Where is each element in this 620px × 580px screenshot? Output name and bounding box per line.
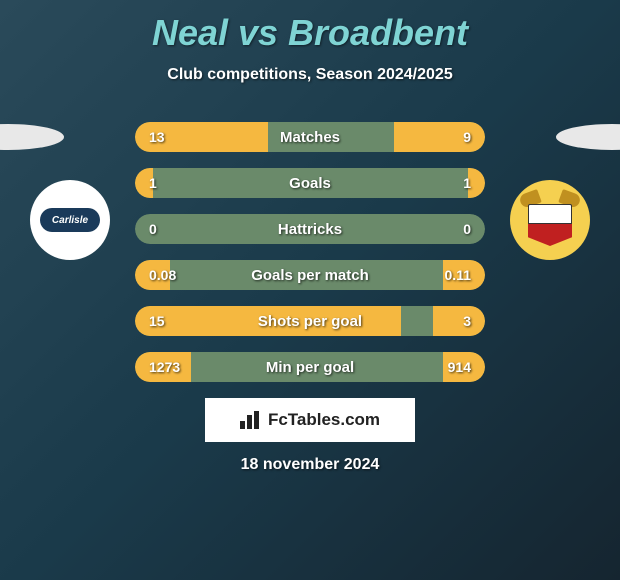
stat-label: Min per goal [135, 352, 485, 382]
stat-label: Goals per match [135, 260, 485, 290]
stat-label: Hattricks [135, 214, 485, 244]
stat-row: 11Goals [135, 168, 485, 198]
club-crest-left: Carlisle [30, 180, 110, 260]
subtitle: Club competitions, Season 2024/2025 [0, 66, 620, 84]
brand-text: FcTables.com [268, 410, 380, 430]
stat-row: 0.080.11Goals per match [135, 260, 485, 290]
player-head-left [0, 124, 64, 150]
crest-left-label: Carlisle [40, 208, 100, 232]
stat-row: 139Matches [135, 122, 485, 152]
brand-icon [240, 411, 262, 429]
crest-right-shield [528, 194, 572, 246]
stat-row: 153Shots per goal [135, 306, 485, 336]
stat-label: Shots per goal [135, 306, 485, 336]
stat-row: 00Hattricks [135, 214, 485, 244]
brand-box[interactable]: FcTables.com [205, 398, 415, 442]
stats-container: 139Matches 11Goals 00Hattricks 0.080.11Goal… [135, 122, 485, 398]
club-crest-right [510, 180, 590, 260]
stat-label: Goals [135, 168, 485, 198]
page-title: Neal vs Broadbent [0, 0, 620, 54]
player-head-right [556, 124, 620, 150]
date-label: 18 november 2024 [0, 456, 620, 474]
stat-label: Matches [135, 122, 485, 152]
stat-row: 1273914Min per goal [135, 352, 485, 382]
